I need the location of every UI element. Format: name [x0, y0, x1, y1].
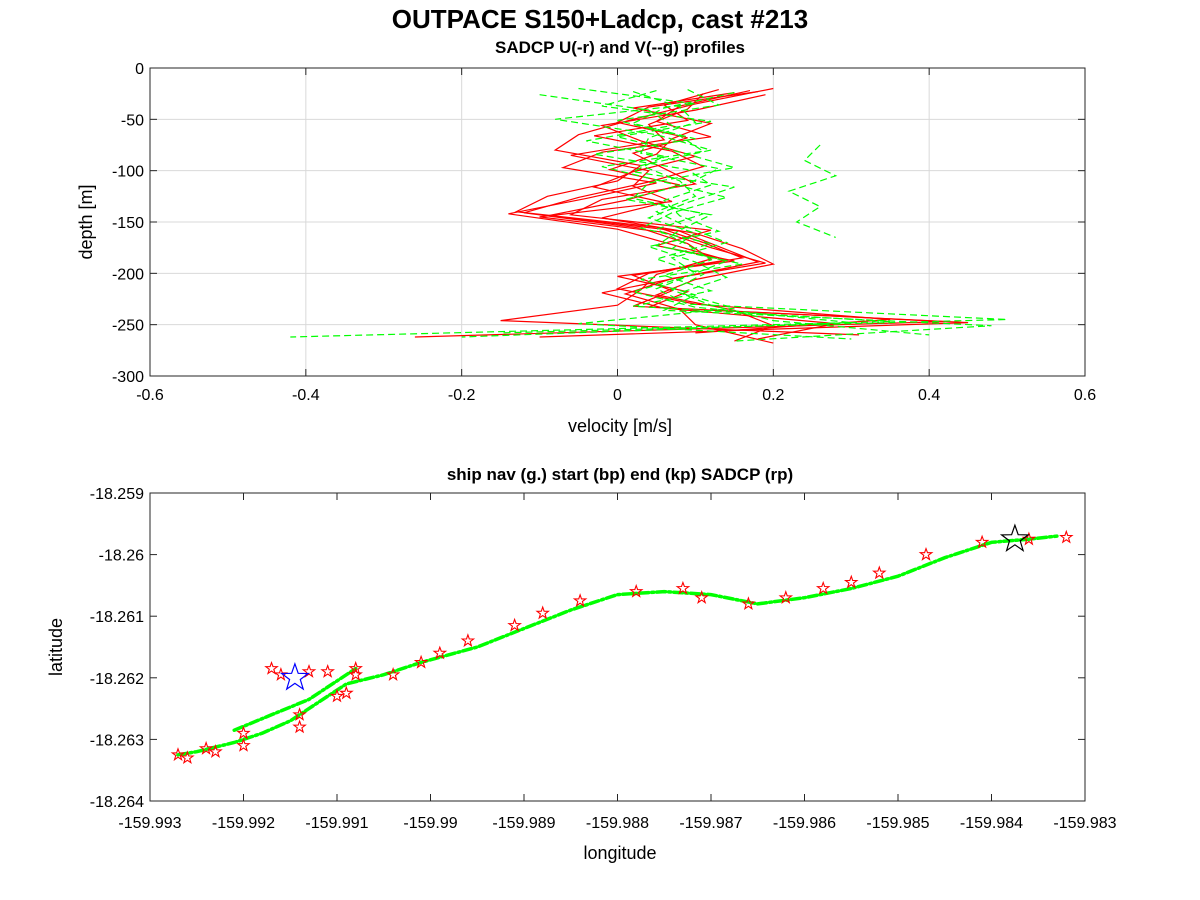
ship-nav-plot: ship nav (g.) start (bp) end (kp) SADCP …: [46, 465, 1117, 863]
velocity-y-tick-label: -300: [112, 369, 144, 386]
sadcp-point-star: [338, 685, 354, 700]
velocity-y-tick-label: 0: [135, 61, 144, 78]
sadcp-point-star: [918, 546, 934, 561]
sadcp-point-star: [236, 725, 251, 740]
nav-x-tick-label: -159.983: [1053, 815, 1116, 832]
sadcp-point-star: [413, 654, 429, 669]
v-velocity-profile-line: [290, 90, 891, 338]
nav-x-tick-label: -159.984: [960, 815, 1023, 832]
velocity-x-axis-label: velocity [m/s]: [568, 416, 672, 436]
velocity-x-tick-label: -0.6: [136, 387, 164, 404]
v-velocity-profile-line: [578, 92, 852, 340]
sadcp-point-star: [460, 633, 476, 648]
sadcp-point-star: [198, 740, 214, 755]
nav-x-tick-label: -159.99: [403, 815, 457, 832]
sadcp-point-star: [170, 747, 186, 762]
u-velocity-profile-line: [539, 93, 774, 344]
nav-plot-ticks: -159.993 -159.992 -159.991 -159.99 -159.989 -…: [90, 486, 1117, 832]
nav-x-tick-label: -159.988: [586, 815, 649, 832]
u-velocity-profile-line: [500, 89, 860, 336]
nav-x-tick-label: -159.989: [492, 815, 555, 832]
nav-y-tick-label: -18.259: [90, 486, 144, 503]
sadcp-point-star: [535, 605, 550, 620]
sadcp-point-star: [320, 663, 336, 678]
sadcp-point-star: [292, 707, 307, 721]
sadcp-point-star: [1059, 529, 1074, 544]
velocity-y-tick-label: -100: [112, 164, 144, 181]
nav-x-tick-label: -159.993: [118, 815, 181, 832]
v-velocity-profile-line: [500, 87, 1008, 334]
ship-nav-track-segment: [232, 666, 358, 732]
v-velocity-profile-line: [539, 94, 992, 342]
velocity-x-tick-label: 0.4: [918, 387, 940, 404]
ship-nav-track: [176, 534, 1059, 757]
velocity-x-tick-label: -0.2: [448, 387, 476, 404]
sadcp-point-star: [236, 737, 251, 752]
sadcp-point-star: [385, 666, 401, 681]
v-velocity-profile-line: [601, 89, 930, 336]
sadcp-point-star: [180, 750, 195, 765]
nav-y-tick-label: -18.263: [90, 732, 144, 749]
sadcp-point-star: [628, 583, 644, 598]
v-velocity-profile-line: [461, 91, 852, 338]
velocity-plot-title: SADCP U(-r) and V(--g) profiles: [495, 38, 745, 57]
velocity-y-tick-label: -150: [112, 215, 144, 232]
nav-plot-background: [150, 493, 1085, 801]
velocity-x-tick-label: -0.4: [292, 387, 320, 404]
sadcp-point-star: [815, 580, 831, 595]
nav-plot-title: ship nav (g.) start (bp) end (kp) SADCP …: [447, 465, 793, 484]
velocity-x-tick-label: 0: [613, 387, 622, 404]
sadcp-point-star: [694, 590, 710, 605]
sadcp-point-star: [741, 596, 756, 611]
sadcp-point-star: [264, 660, 279, 675]
sadcp-point-star: [348, 660, 363, 675]
end-point-star: [999, 523, 1030, 552]
sadcp-point-star: [778, 589, 794, 604]
nav-x-tick-label: -159.992: [212, 815, 275, 832]
velocity-x-tick-label: 0.6: [1074, 387, 1096, 404]
velocity-profile-plot: SADCP U(-r) and V(--g) profiles -0.6 -0.4…: [76, 38, 1096, 436]
sadcp-point-star: [507, 617, 523, 632]
velocity-y-tick-label: -200: [112, 266, 144, 283]
nav-plot-data: [170, 523, 1074, 765]
sadcp-point-star: [974, 534, 990, 549]
sadcp-point-star: [208, 744, 223, 759]
velocity-y-tick-label: -250: [112, 318, 144, 335]
velocity-y-axis-label: depth [m]: [76, 184, 96, 259]
nav-x-tick-label: -159.991: [305, 815, 368, 832]
sadcp-point-star: [348, 666, 363, 681]
nav-y-tick-label: -18.26: [99, 548, 144, 565]
nav-y-tick-label: -18.264: [90, 794, 144, 811]
velocity-y-tick-label: -50: [121, 112, 144, 129]
sadcp-point-star: [329, 688, 345, 703]
nav-x-tick-label: -159.985: [866, 815, 929, 832]
velocity-x-tick-label: 0.2: [762, 387, 784, 404]
velocity-plot-data: [290, 87, 1008, 344]
start-point-star: [279, 661, 310, 691]
sadcp-point-star: [675, 580, 691, 595]
sadcp-point-star: [872, 565, 887, 580]
nav-y-axis-label: latitude: [46, 618, 66, 676]
nav-y-tick-label: -18.261: [90, 609, 144, 626]
nav-x-tick-label: -159.987: [679, 815, 742, 832]
sadcp-point-star: [572, 593, 588, 608]
sadcp-point-star: [843, 574, 859, 589]
velocity-plot-ticks: -0.6 -0.4 -0.2 0 0.2 0.4 0.6 0 -50 -100 -150 -200 -2…: [112, 61, 1096, 404]
sadcp-point-star: [432, 645, 448, 660]
nav-x-tick-label: -159.986: [773, 815, 836, 832]
nav-x-axis-label: longitude: [583, 843, 656, 863]
nav-y-tick-label: -18.262: [90, 671, 144, 688]
v-velocity-profile-line: [787, 144, 838, 238]
sadcp-point-star: [301, 663, 317, 678]
sadcp-point-star: [292, 719, 307, 734]
figure-title: OUTPACE S150+Ladcp, cast #213: [392, 4, 808, 34]
